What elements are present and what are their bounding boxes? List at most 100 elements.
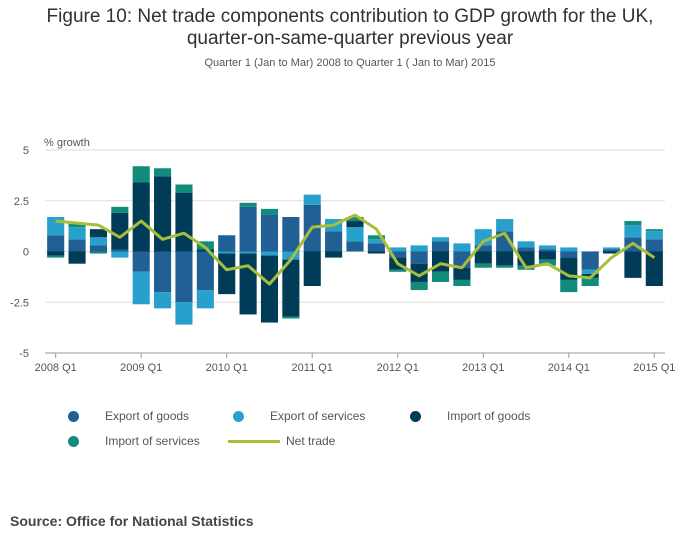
bar (496, 219, 514, 232)
bar (303, 194, 321, 205)
bar (196, 251, 214, 291)
bar (175, 192, 193, 252)
y-tick-label: 2.5 (14, 196, 29, 208)
bar (581, 269, 599, 274)
bar (218, 251, 236, 254)
bar (431, 241, 450, 252)
bar (474, 251, 492, 264)
bar (218, 235, 236, 252)
bar (218, 253, 236, 295)
chart-title-line1: Figure 10: Net trade components contribu… (46, 6, 654, 27)
bar (538, 249, 556, 252)
bar (603, 251, 621, 254)
bar (474, 263, 492, 268)
bar (346, 216, 364, 222)
bar (624, 225, 642, 238)
bar (111, 206, 129, 213)
bar (282, 259, 300, 317)
bar (410, 281, 428, 291)
x-tick-label: 2012 Q1 (377, 362, 419, 374)
bar (239, 206, 257, 252)
bar (325, 251, 343, 258)
bar (367, 251, 385, 254)
bar (89, 251, 107, 254)
y-tick-label: -5 (19, 348, 29, 360)
bar (154, 168, 172, 177)
bar (260, 208, 279, 215)
bar (47, 216, 65, 236)
bar (453, 243, 471, 252)
bar (367, 235, 385, 240)
bar (154, 292, 172, 309)
bar (111, 251, 129, 258)
bar (111, 212, 129, 250)
bar (389, 269, 407, 272)
chart-title: Figure 10: Net trade components contribu… (0, 6, 700, 50)
x-tick-label: 2008 Q1 (35, 362, 77, 374)
bar (260, 214, 279, 252)
x-tick-label: 2014 Q1 (548, 362, 590, 374)
bar (410, 263, 428, 282)
x-tick-label: 2013 Q1 (462, 362, 504, 374)
bar (496, 265, 514, 268)
bar (282, 251, 300, 260)
bar (111, 249, 129, 252)
bar (367, 239, 385, 244)
bar (132, 271, 150, 305)
bar (645, 251, 663, 287)
bar (474, 229, 492, 246)
bar (89, 237, 107, 246)
x-tick-label: 2015 Q1 (633, 362, 675, 374)
bar (560, 279, 578, 293)
x-tick-label: 2010 Q1 (206, 362, 248, 374)
bar (239, 253, 257, 315)
bar (645, 231, 663, 240)
bar (517, 241, 535, 248)
bar (132, 251, 150, 272)
bar (624, 251, 642, 278)
bar (239, 251, 257, 254)
bar (538, 251, 556, 260)
bar (453, 279, 471, 287)
bar (154, 251, 172, 293)
y-tick-label: 5 (23, 145, 29, 157)
bar (410, 251, 428, 264)
bar (89, 245, 107, 252)
bar (410, 245, 428, 252)
bar (260, 251, 279, 256)
bar (367, 243, 385, 252)
bar (496, 251, 514, 266)
bar (538, 245, 556, 250)
bar (196, 241, 214, 250)
bar (68, 251, 86, 264)
bar (453, 267, 471, 280)
bar (47, 255, 65, 258)
source-note: Source: Office for National Statistics (10, 513, 254, 529)
bar (431, 237, 450, 242)
bar (389, 247, 407, 252)
net-trade-line (55, 213, 656, 286)
bar (89, 229, 107, 238)
bar (389, 251, 407, 258)
bar (624, 221, 642, 226)
x-tick-label: 2011 Q1 (292, 362, 333, 374)
bar (154, 176, 172, 252)
bar (346, 221, 364, 228)
bar (132, 182, 150, 252)
bar (282, 316, 300, 319)
bar (175, 184, 193, 193)
bar (68, 239, 86, 252)
bar (517, 247, 535, 252)
bar (581, 277, 599, 287)
bar (474, 245, 492, 252)
bar (68, 227, 86, 240)
bar (239, 202, 257, 207)
bar (581, 251, 599, 270)
bar (645, 239, 663, 252)
bar (47, 235, 65, 252)
bar (346, 241, 364, 252)
bar (603, 247, 621, 250)
bar (560, 251, 578, 258)
bar (603, 249, 621, 252)
